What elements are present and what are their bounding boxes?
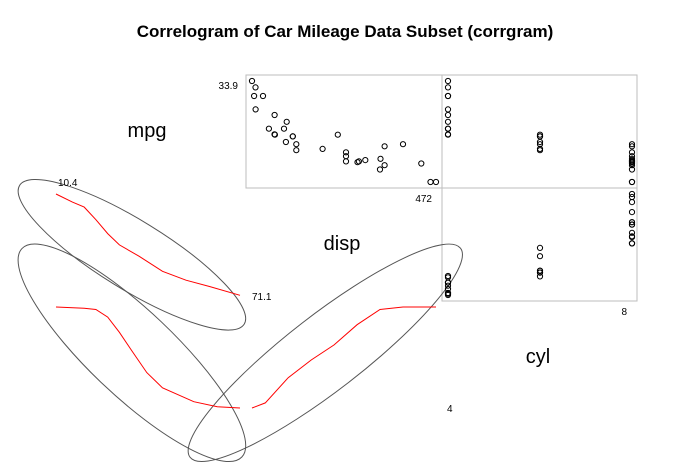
scatter-point-mpg-disp — [354, 159, 361, 166]
scatter-point-mpg-cyl — [444, 106, 452, 113]
scatter-point-mpg-cyl — [536, 131, 544, 138]
scatter-point-mpg-disp — [293, 141, 300, 148]
scatter-point-mpg-cyl — [444, 84, 452, 91]
scatter-point-mpg-disp — [265, 125, 272, 132]
scatter-point-disp-cyl — [444, 291, 452, 299]
scatter-point-disp-cyl — [536, 269, 544, 276]
scatter-point-mpg-disp — [381, 162, 388, 169]
scatter-point-mpg-cyl — [444, 77, 452, 85]
scatter-point-mpg-disp — [293, 147, 300, 154]
scatter-point-mpg-disp — [377, 155, 384, 162]
panel-disp-cyl — [441, 187, 638, 302]
scatter-point-mpg-disp — [271, 111, 278, 119]
scatter-point-mpg-cyl — [628, 159, 636, 166]
scatter-point-mpg-disp — [418, 160, 425, 167]
scatter-point-disp-cyl — [628, 229, 636, 236]
scatter-point-disp-cyl — [444, 282, 452, 289]
scatter-point-mpg-disp — [280, 125, 288, 132]
scatter-point-mpg-disp — [251, 92, 258, 100]
scatter-point-mpg-cyl — [444, 92, 452, 100]
scatter-point-disp-cyl — [536, 244, 544, 251]
scatter-point-disp-cyl — [536, 253, 544, 260]
scatter-point-mpg-disp — [319, 145, 326, 152]
scatter-point-mpg-disp — [283, 118, 290, 125]
scatter-point-mpg-disp — [248, 77, 256, 85]
scatter-point-mpg-disp — [334, 131, 341, 138]
scatter-point-disp-cyl — [628, 209, 636, 216]
scatter-point-mpg-cyl — [628, 155, 636, 162]
scatter-point-mpg-cyl — [536, 141, 544, 148]
scatter-point-mpg-cyl — [628, 166, 636, 173]
scatter-point-mpg-cyl — [444, 125, 452, 132]
scatter-point-mpg-disp — [381, 143, 388, 150]
panel-mpg-cyl — [441, 74, 638, 189]
scatter-point-mpg-disp — [282, 138, 289, 146]
disp-min-label: 71.1 — [252, 292, 272, 303]
scatter-point-disp-cyl — [444, 285, 452, 293]
scatter-point-mpg-cyl — [628, 143, 636, 150]
scatter-point-disp-cyl — [536, 273, 544, 280]
scatter-point-disp-cyl — [628, 221, 636, 228]
scatter-point-mpg-disp — [342, 149, 350, 156]
diag-label-disp: disp — [324, 233, 361, 255]
scatter-point-mpg-disp — [271, 131, 278, 138]
scatter-point-mpg-disp — [342, 158, 350, 165]
scatter-point-mpg-disp — [427, 178, 434, 186]
scatter-point-mpg-disp — [259, 92, 267, 100]
scatter-point-disp-cyl — [444, 289, 452, 297]
scatter-point-mpg-disp — [376, 166, 384, 173]
scatter-point-disp-cyl — [628, 240, 636, 247]
scatter-point-mpg-cyl — [444, 118, 452, 125]
scatter-point-mpg-cyl — [628, 141, 636, 148]
scatter-point-mpg-cyl — [628, 149, 636, 156]
mpg-min-label: 10.4 — [58, 178, 78, 189]
cyl-max-label: 8 — [621, 307, 627, 318]
ellipse-cyl-disp — [187, 243, 463, 463]
smooth-line-disp-vs-mpg — [55, 193, 241, 296]
scatter-point-disp-cyl — [628, 219, 636, 226]
scatter-point-mpg-disp — [362, 157, 369, 164]
chart-title: Correlogram of Car Mileage Data Subset (… — [137, 22, 554, 41]
scatter-point-mpg-cyl — [444, 131, 452, 138]
scatter-point-disp-cyl — [628, 190, 636, 198]
disp-max-label: 472 — [415, 194, 432, 205]
scatter-point-mpg-disp — [289, 133, 296, 140]
smooth-line-cyl-vs-mpg — [55, 306, 241, 409]
scatter-point-mpg-disp — [399, 141, 407, 148]
scatter-point-mpg-disp — [252, 84, 259, 91]
smooth-line-cyl-vs-disp — [251, 306, 436, 409]
diag-label-cyl: cyl — [526, 346, 550, 368]
scatter-point-mpg-disp — [432, 178, 440, 186]
mpg-max-label: 33.9 — [219, 81, 239, 92]
scatter-point-mpg-cyl — [536, 138, 544, 146]
diag-label-mpg: mpg — [128, 120, 167, 142]
scatter-point-mpg-cyl — [628, 178, 636, 186]
ellipse-disp-mpg — [17, 179, 247, 331]
ellipse-cyl-mpg — [17, 243, 247, 463]
scatter-point-mpg-cyl — [444, 111, 452, 119]
scatter-point-mpg-cyl — [536, 147, 544, 154]
scatter-point-mpg-disp — [252, 106, 259, 113]
scatter-point-disp-cyl — [628, 199, 636, 206]
scatter-point-disp-cyl — [444, 279, 452, 286]
scatter-point-disp-cyl — [628, 234, 636, 241]
cyl-min-label: 4 — [447, 404, 453, 415]
